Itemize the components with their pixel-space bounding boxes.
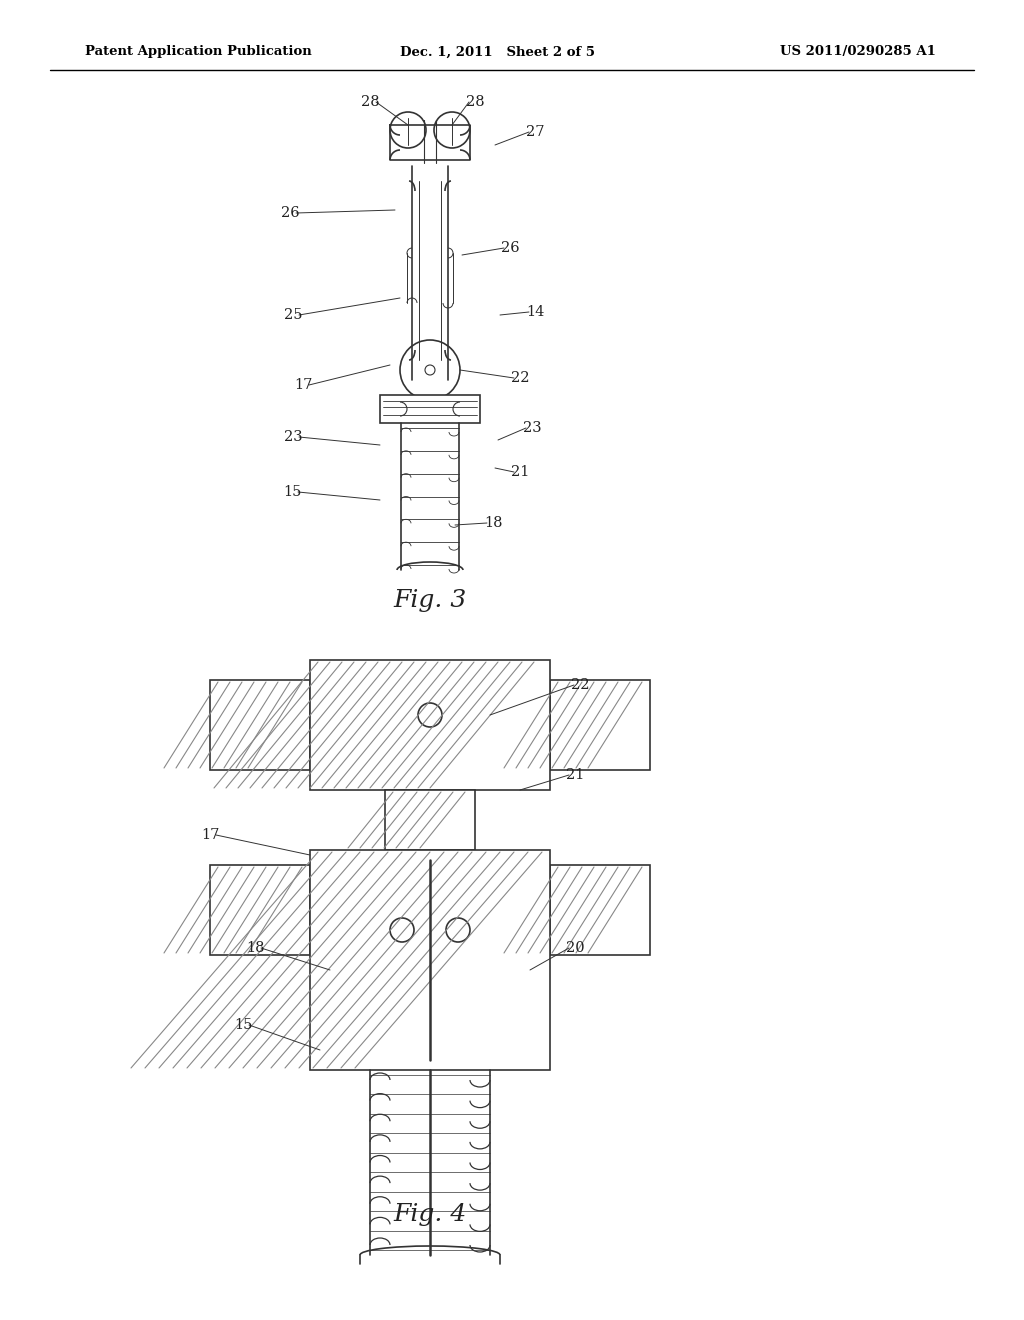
Text: 28: 28	[466, 95, 484, 110]
Bar	[310, 660, 550, 789]
Text: 20: 20	[565, 941, 585, 954]
Text: 23: 23	[522, 421, 542, 436]
Bar	[210, 680, 310, 770]
Text: 17: 17	[201, 828, 219, 842]
Text: 15: 15	[283, 484, 301, 499]
Text: 17: 17	[294, 378, 312, 392]
Text: Dec. 1, 2011   Sheet 2 of 5: Dec. 1, 2011 Sheet 2 of 5	[400, 45, 595, 58]
Bar	[385, 789, 475, 850]
Bar	[380, 395, 480, 422]
Text: 25: 25	[284, 308, 302, 322]
Text: 23: 23	[284, 430, 302, 444]
Bar	[210, 865, 310, 954]
Text: 21: 21	[566, 768, 584, 781]
Text: 27: 27	[525, 125, 544, 139]
Text: 22: 22	[570, 678, 589, 692]
Bar	[550, 680, 650, 770]
Text: Fig. 4: Fig. 4	[393, 1204, 467, 1226]
Text: 26: 26	[281, 206, 299, 220]
Text: 21: 21	[511, 465, 529, 479]
Text: 14: 14	[525, 305, 544, 319]
Text: 28: 28	[360, 95, 379, 110]
Bar	[310, 850, 550, 1071]
Bar	[550, 865, 650, 954]
Text: 26: 26	[501, 242, 519, 255]
Text: 18: 18	[246, 941, 264, 954]
Text: Fig. 3: Fig. 3	[393, 589, 467, 611]
Text: US 2011/0290285 A1: US 2011/0290285 A1	[780, 45, 936, 58]
Text: 18: 18	[483, 516, 502, 531]
Text: 15: 15	[233, 1018, 252, 1032]
Text: Patent Application Publication: Patent Application Publication	[85, 45, 311, 58]
Text: 22: 22	[511, 371, 529, 385]
